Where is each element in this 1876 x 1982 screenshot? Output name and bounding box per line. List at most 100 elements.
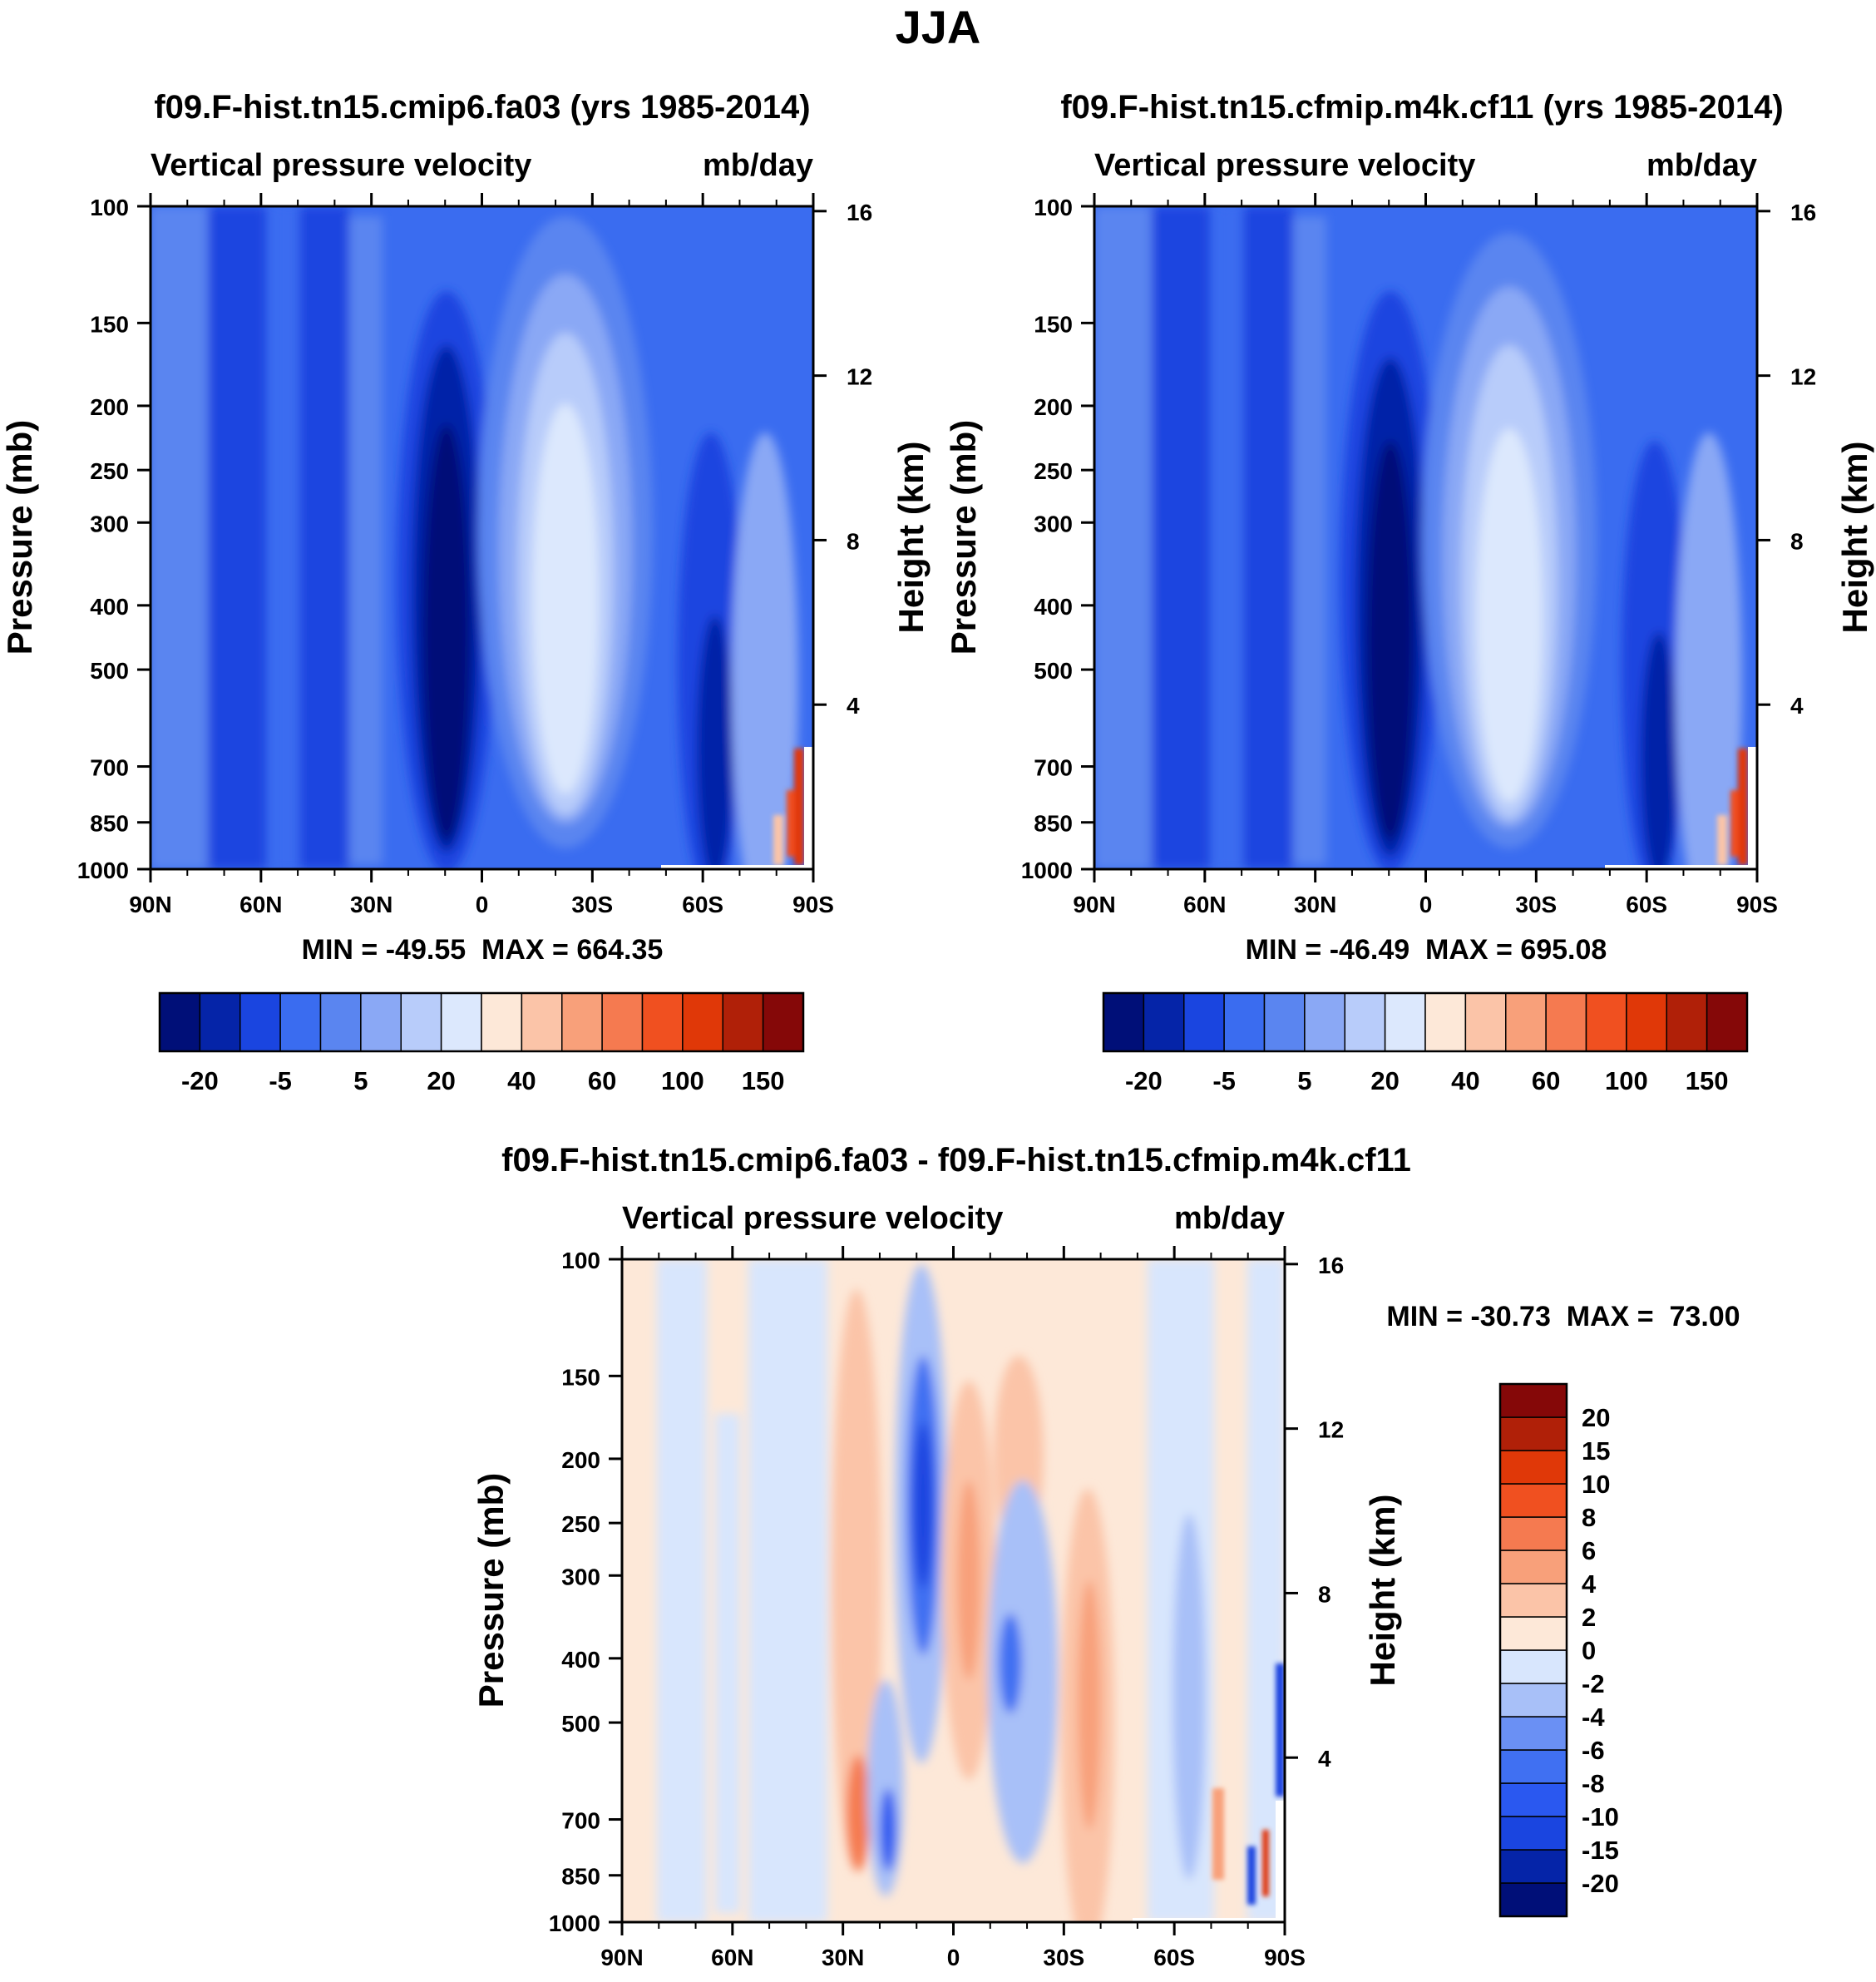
panel-c-neg-8n-core — [913, 1422, 933, 1589]
panel-c-colorbar-swatch-8 — [1499, 1616, 1567, 1651]
panel-a-subtitle-left: Vertical pressure velocity — [151, 148, 531, 183]
panel-b-polar-max-1 — [1730, 790, 1739, 857]
panel-c-colorbar-label--6: -6 — [1582, 1736, 1605, 1765]
panel-a-band-52n — [299, 206, 349, 869]
panel-b-band-90n — [1094, 206, 1153, 869]
panel-b-field — [1094, 206, 1757, 869]
panel-b-y2tick-label-16: 16 — [1790, 200, 1816, 225]
panel-a-colorbar-swatch-13 — [682, 992, 723, 1052]
panel-b-colorbar-label-60: 60 — [1532, 1066, 1560, 1095]
panel-c-colorbar-swatch-2 — [1499, 1816, 1567, 1851]
panel-c-colorbar-swatch-9 — [1499, 1583, 1567, 1618]
panel-b-xtick-label-30S: 30S — [1515, 892, 1557, 917]
panel-b-colorbar-label-20: 20 — [1370, 1066, 1399, 1095]
panel-b-colorbar-swatch-13 — [1626, 992, 1667, 1052]
panel-c-colorbar-swatch-14 — [1499, 1416, 1567, 1451]
panel-c-pos-25n-low — [847, 1755, 870, 1871]
panel-c-neg-band-55n — [715, 1414, 740, 1913]
panel-c-xtick-label-30N: 30N — [822, 1945, 864, 1970]
panel-c-stats: MIN = -30.73 MAX = 73.00 — [1386, 1301, 1740, 1332]
panel-c-colorbar-label-15: 15 — [1582, 1436, 1610, 1465]
panel-c-missing-topo — [1276, 1801, 1285, 1922]
panel-c-ytick-label-400: 400 — [561, 1647, 600, 1673]
panel-a-colorbar-swatch-5 — [360, 992, 402, 1052]
panel-c-colorbar-swatch-13 — [1499, 1450, 1567, 1485]
panel-a-missing-topo — [804, 747, 813, 869]
panel-c-polar-pos-2 — [1262, 1830, 1269, 1896]
panel-c-ylabel: Pressure (mb) — [471, 1473, 511, 1708]
panel-a-colorbar-swatch-2 — [239, 992, 281, 1052]
panel-b-xtick-label-90S: 90S — [1736, 892, 1778, 917]
panel-a-field — [151, 206, 813, 869]
panel-b-y2label: Height (km) — [1835, 442, 1874, 634]
panel-b-title: f09.F-hist.tn15.cfmip.m4k.cf11 (yrs 1985… — [1060, 89, 1783, 126]
panel-a-y2tick-label-8: 8 — [847, 528, 860, 554]
panel-a-colorbar-label-20: 20 — [427, 1066, 455, 1095]
panel-b-colorbar-swatch-0 — [1103, 992, 1145, 1052]
panel-b-subsidence-core — [1476, 428, 1543, 803]
panel-a-y2tick-label-12: 12 — [847, 364, 872, 390]
panel-c-colorbar-swatch-11 — [1499, 1516, 1567, 1551]
panel-b-colorbar-label-150: 150 — [1686, 1066, 1729, 1095]
panel-c-title: f09.F-hist.tn15.cmip6.fa03 - f09.F-hist.… — [501, 1142, 1411, 1179]
panel-b-colorbar-label--20: -20 — [1125, 1066, 1163, 1095]
panel-a-xtick-label-60N: 60N — [239, 892, 282, 917]
panel-c-colorbar-swatch-7 — [1499, 1649, 1567, 1684]
panel-a-colorbar-label-60: 60 — [588, 1066, 616, 1095]
panel-a-ytick-label-700: 700 — [90, 755, 129, 781]
panel-c-axes: 100 150 200 250 300 400 500 700 850 1000 16 12 8 4 90N… — [549, 1246, 1344, 1970]
panel-c-ytick-label-100: 100 — [561, 1248, 600, 1273]
panel-b-colorbar-swatch-10 — [1505, 992, 1547, 1052]
panel-c-colorbar-label-4: 4 — [1582, 1569, 1597, 1599]
panel-c-subtitle-right: mb/day — [1174, 1201, 1285, 1236]
panel-b-colorbar-swatch-5 — [1304, 992, 1345, 1052]
panel-a-rising-core — [423, 424, 470, 840]
panel-c-neg-70s — [1172, 1514, 1206, 1880]
panel-b-colorbar-swatch-11 — [1545, 992, 1587, 1052]
panel-c-ytick-label-700: 700 — [561, 1808, 600, 1834]
panel-a-colorbar-label-100: 100 — [661, 1066, 704, 1095]
panel-c-y2tick-label-4: 4 — [1318, 1746, 1331, 1772]
panel-b-ytick-label-300: 300 — [1034, 511, 1073, 536]
panel-a-y2tick-label-4: 4 — [847, 693, 860, 719]
panel-b-colorbar-label-40: 40 — [1451, 1066, 1479, 1095]
panel-b-ytick-label-150: 150 — [1034, 311, 1073, 337]
panel-a-colorbar-label-40: 40 — [507, 1066, 536, 1095]
panel-c-colorbar-swatch-6 — [1499, 1683, 1567, 1718]
panel-c-pos-3s-core — [957, 1480, 980, 1680]
panel-c-colorbar-label--8: -8 — [1582, 1769, 1605, 1798]
panel-c-y2label: Height (km) — [1363, 1495, 1402, 1687]
panel-b-colorbar-label-5: 5 — [1297, 1066, 1311, 1095]
panel-a-stats: MIN = -49.55 MAX = 664.35 — [302, 934, 664, 966]
panel-c-colorbar-label-8: 8 — [1582, 1503, 1596, 1532]
panel-a-xtick-label-90N: 90N — [129, 892, 171, 917]
panel-a-polar-max-3 — [773, 815, 783, 865]
panel-b-band-62n — [1218, 206, 1243, 869]
panel-c-colorbar-label--4: -4 — [1582, 1703, 1605, 1732]
panel-b-colorbar-swatch-9 — [1464, 992, 1507, 1052]
panel-c-colorbar-swatch-10 — [1499, 1550, 1567, 1584]
panel-a-xtick-label-30S: 30S — [571, 892, 613, 917]
panel-b-colorbar-swatch-12 — [1585, 992, 1627, 1052]
panel-c-xtick-label-30S: 30S — [1043, 1945, 1084, 1970]
panel-a-xtick-label-0: 0 — [476, 892, 489, 917]
panel-b-colorbar: -20 -5 5 20 40 60 100 150 — [1102, 991, 1749, 1095]
panel-c-polar-neg-2 — [1276, 1663, 1285, 1797]
panel-a-axes: 100 150 200 250 300 400 500 700 850 1000 16 12 8 4 90N… — [77, 193, 872, 917]
panel-b-ytick-label-700: 700 — [1034, 755, 1073, 781]
panel-a-colorbar-swatch-15 — [762, 992, 804, 1052]
panel-c-colorbar-swatch-4 — [1499, 1749, 1567, 1784]
panel-b-southern-rising-core — [1641, 632, 1677, 869]
panel-a-colorbar-outline — [158, 991, 805, 1053]
panel-a-colorbar-swatch-14 — [722, 992, 764, 1052]
panel-b-subtitle-right: mb/day — [1646, 148, 1757, 183]
panel-a-colorbar-swatch-10 — [561, 992, 603, 1052]
panel-a-ylabel: Pressure (mb) — [0, 420, 39, 655]
panel-c-polar-neg-1 — [1247, 1846, 1256, 1905]
panel-b-ytick-label-500: 500 — [1034, 658, 1073, 684]
panel-b: f09.F-hist.tn15.cfmip.m4k.cf11 (yrs 1985… — [944, 89, 1874, 1095]
panel-c-colorbar-label--20: -20 — [1582, 1869, 1619, 1898]
panel-c-polar-pos-1 — [1212, 1788, 1224, 1880]
panel-c-neg-17n-core — [880, 1788, 896, 1871]
panel-b-y2tick-label-12: 12 — [1790, 364, 1816, 390]
